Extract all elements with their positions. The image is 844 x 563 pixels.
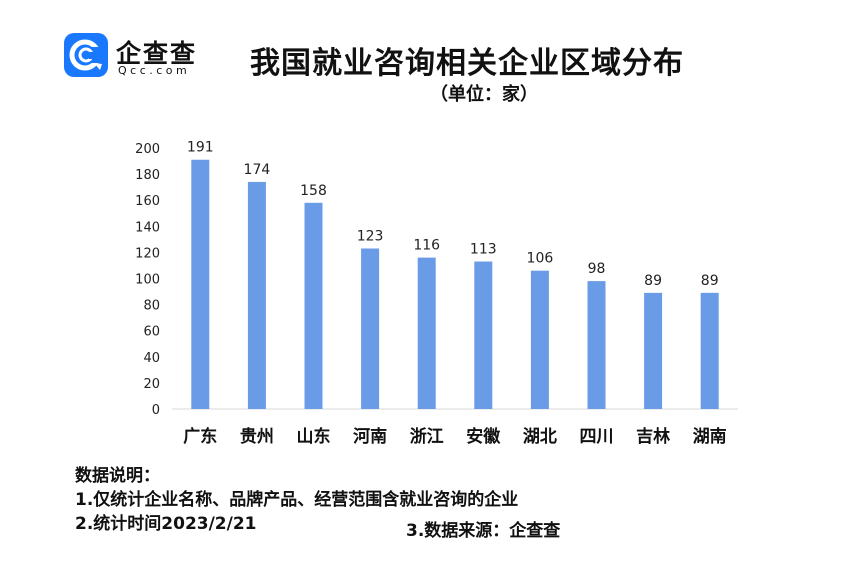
x-tick-label: 吉林	[636, 426, 670, 447]
data-label: 191	[187, 140, 214, 156]
bar	[247, 181, 266, 409]
logo-name-en: Qcc.com	[118, 64, 191, 77]
x-tick-label: 河南	[353, 426, 387, 447]
y-tick-label: 120	[135, 246, 160, 261]
data-label: 89	[701, 273, 719, 289]
note-line-2: 2.统计时间2023/2/21	[75, 514, 257, 534]
bar	[191, 159, 210, 409]
qcc-c-logo-icon	[64, 33, 108, 77]
qcc-logo: 企查查 Qcc.com	[64, 33, 224, 79]
chart-unit: （单位：家）	[430, 84, 538, 105]
bar	[361, 248, 380, 409]
x-tick-label: 山东	[297, 426, 331, 447]
data-label: 123	[357, 228, 384, 244]
data-label: 113	[470, 242, 497, 258]
x-tick-label: 贵州	[240, 426, 274, 447]
data-label: 174	[244, 162, 271, 178]
x-tick-label: 湖北	[523, 427, 557, 447]
logo-name-cn: 企查查	[116, 39, 198, 68]
y-tick-label: 60	[143, 325, 160, 340]
y-tick-label: 200	[135, 142, 160, 157]
note-line-1: 1.仅统计企业名称、品牌产品、经营范围含就业咨询的企业	[75, 490, 519, 510]
bar	[644, 292, 663, 409]
bar	[304, 202, 323, 409]
x-tick-label: 安徽	[466, 426, 501, 447]
notes-heading: 数据说明：	[75, 466, 160, 486]
bar	[700, 292, 719, 409]
note-line-3: 3.数据来源：企查查	[406, 521, 561, 541]
y-tick-label: 0	[152, 403, 160, 418]
bar	[474, 261, 493, 409]
y-tick-label: 80	[143, 299, 160, 314]
y-tick-label: 20	[143, 377, 160, 392]
bar-chart: 0 20 40 60 80 100 120 140 160 180 200 191 广东 174 贵州 158…	[135, 140, 738, 447]
y-tick-label: 180	[135, 168, 160, 183]
data-label: 116	[413, 238, 440, 254]
bar	[587, 281, 606, 409]
data-label: 106	[527, 251, 554, 267]
chart-title: 我国就业咨询相关企业区域分布	[250, 46, 684, 81]
data-notes: 数据说明： 1.仅统计企业名称、品牌产品、经营范围含就业咨询的企业 2.统计时间…	[75, 464, 518, 536]
y-tick-label: 100	[135, 273, 160, 288]
data-label: 158	[300, 183, 327, 199]
y-tick-label: 140	[135, 220, 160, 235]
data-label: 98	[588, 261, 606, 277]
data-label: 89	[644, 273, 662, 289]
x-tick-label: 广东	[183, 426, 217, 447]
bar	[417, 257, 436, 409]
y-tick-label: 160	[135, 194, 160, 209]
x-tick-label: 四川	[580, 427, 614, 447]
x-tick-label: 浙江	[410, 426, 444, 447]
y-tick-label: 40	[143, 351, 160, 366]
x-tick-label: 湖南	[693, 426, 727, 447]
bar	[530, 270, 549, 409]
